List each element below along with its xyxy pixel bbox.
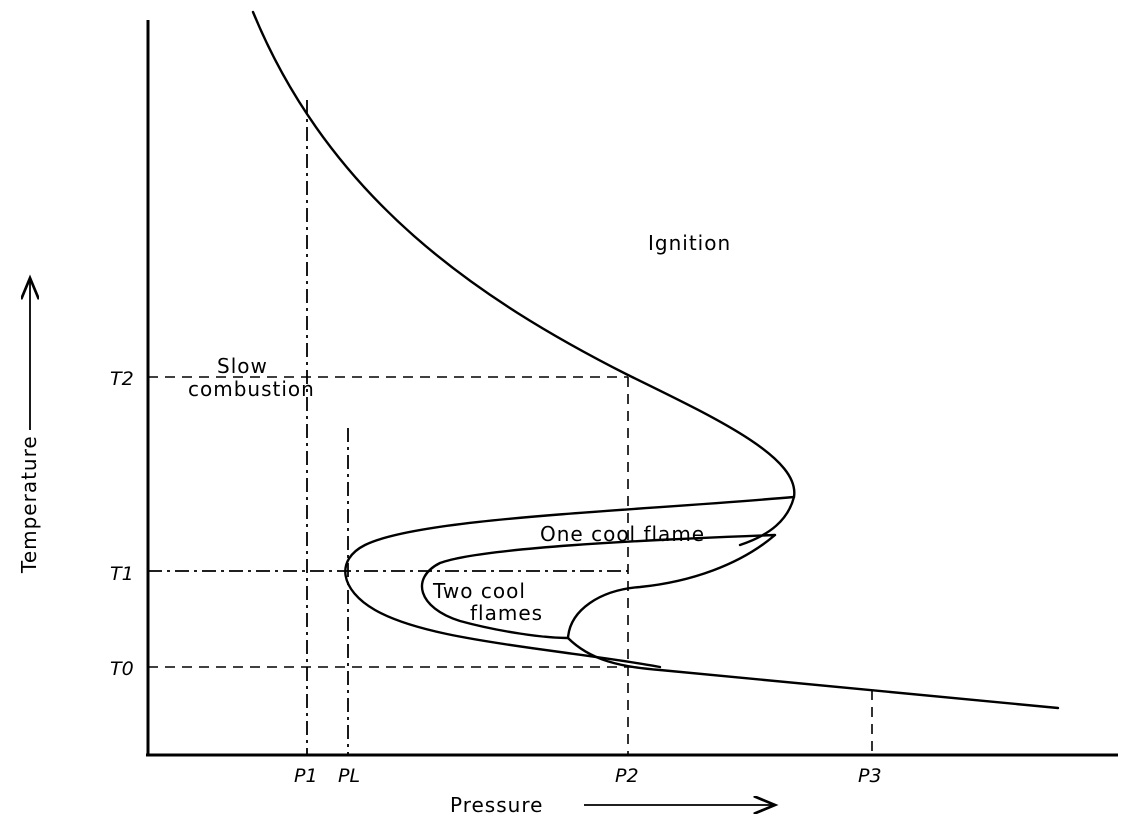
- slow-combustion-label-line1: Slow: [217, 354, 268, 378]
- p3-tick-label: P3: [858, 765, 882, 787]
- p1-tick-label: P1: [294, 765, 318, 787]
- two-cool-flames-boundary: [420, 533, 777, 640]
- one-cool-flame-label: One cool flame: [540, 522, 705, 546]
- one-cool-flame-boundary: [344, 495, 796, 669]
- y-axis-title: Temperature: [17, 435, 41, 574]
- ignition-boundary-curve: [251, 10, 796, 547]
- slow-combustion-label-line2: combustion: [188, 377, 315, 401]
- two-cool-flames-label-line2: flames: [470, 601, 543, 625]
- t0-tick-label: T0: [110, 658, 134, 680]
- x-axis-title: Pressure: [450, 793, 543, 817]
- p2-tick-label: P2: [615, 765, 639, 787]
- lower-tail-curve: [566, 636, 1060, 710]
- pl-tick-label: PL: [338, 765, 360, 787]
- t1-tick-label: T1: [110, 563, 134, 585]
- t2-tick-label: T2: [110, 368, 134, 390]
- ignition-label: Ignition: [648, 231, 731, 255]
- two-cool-flames-label-line1: Two cool: [432, 579, 526, 603]
